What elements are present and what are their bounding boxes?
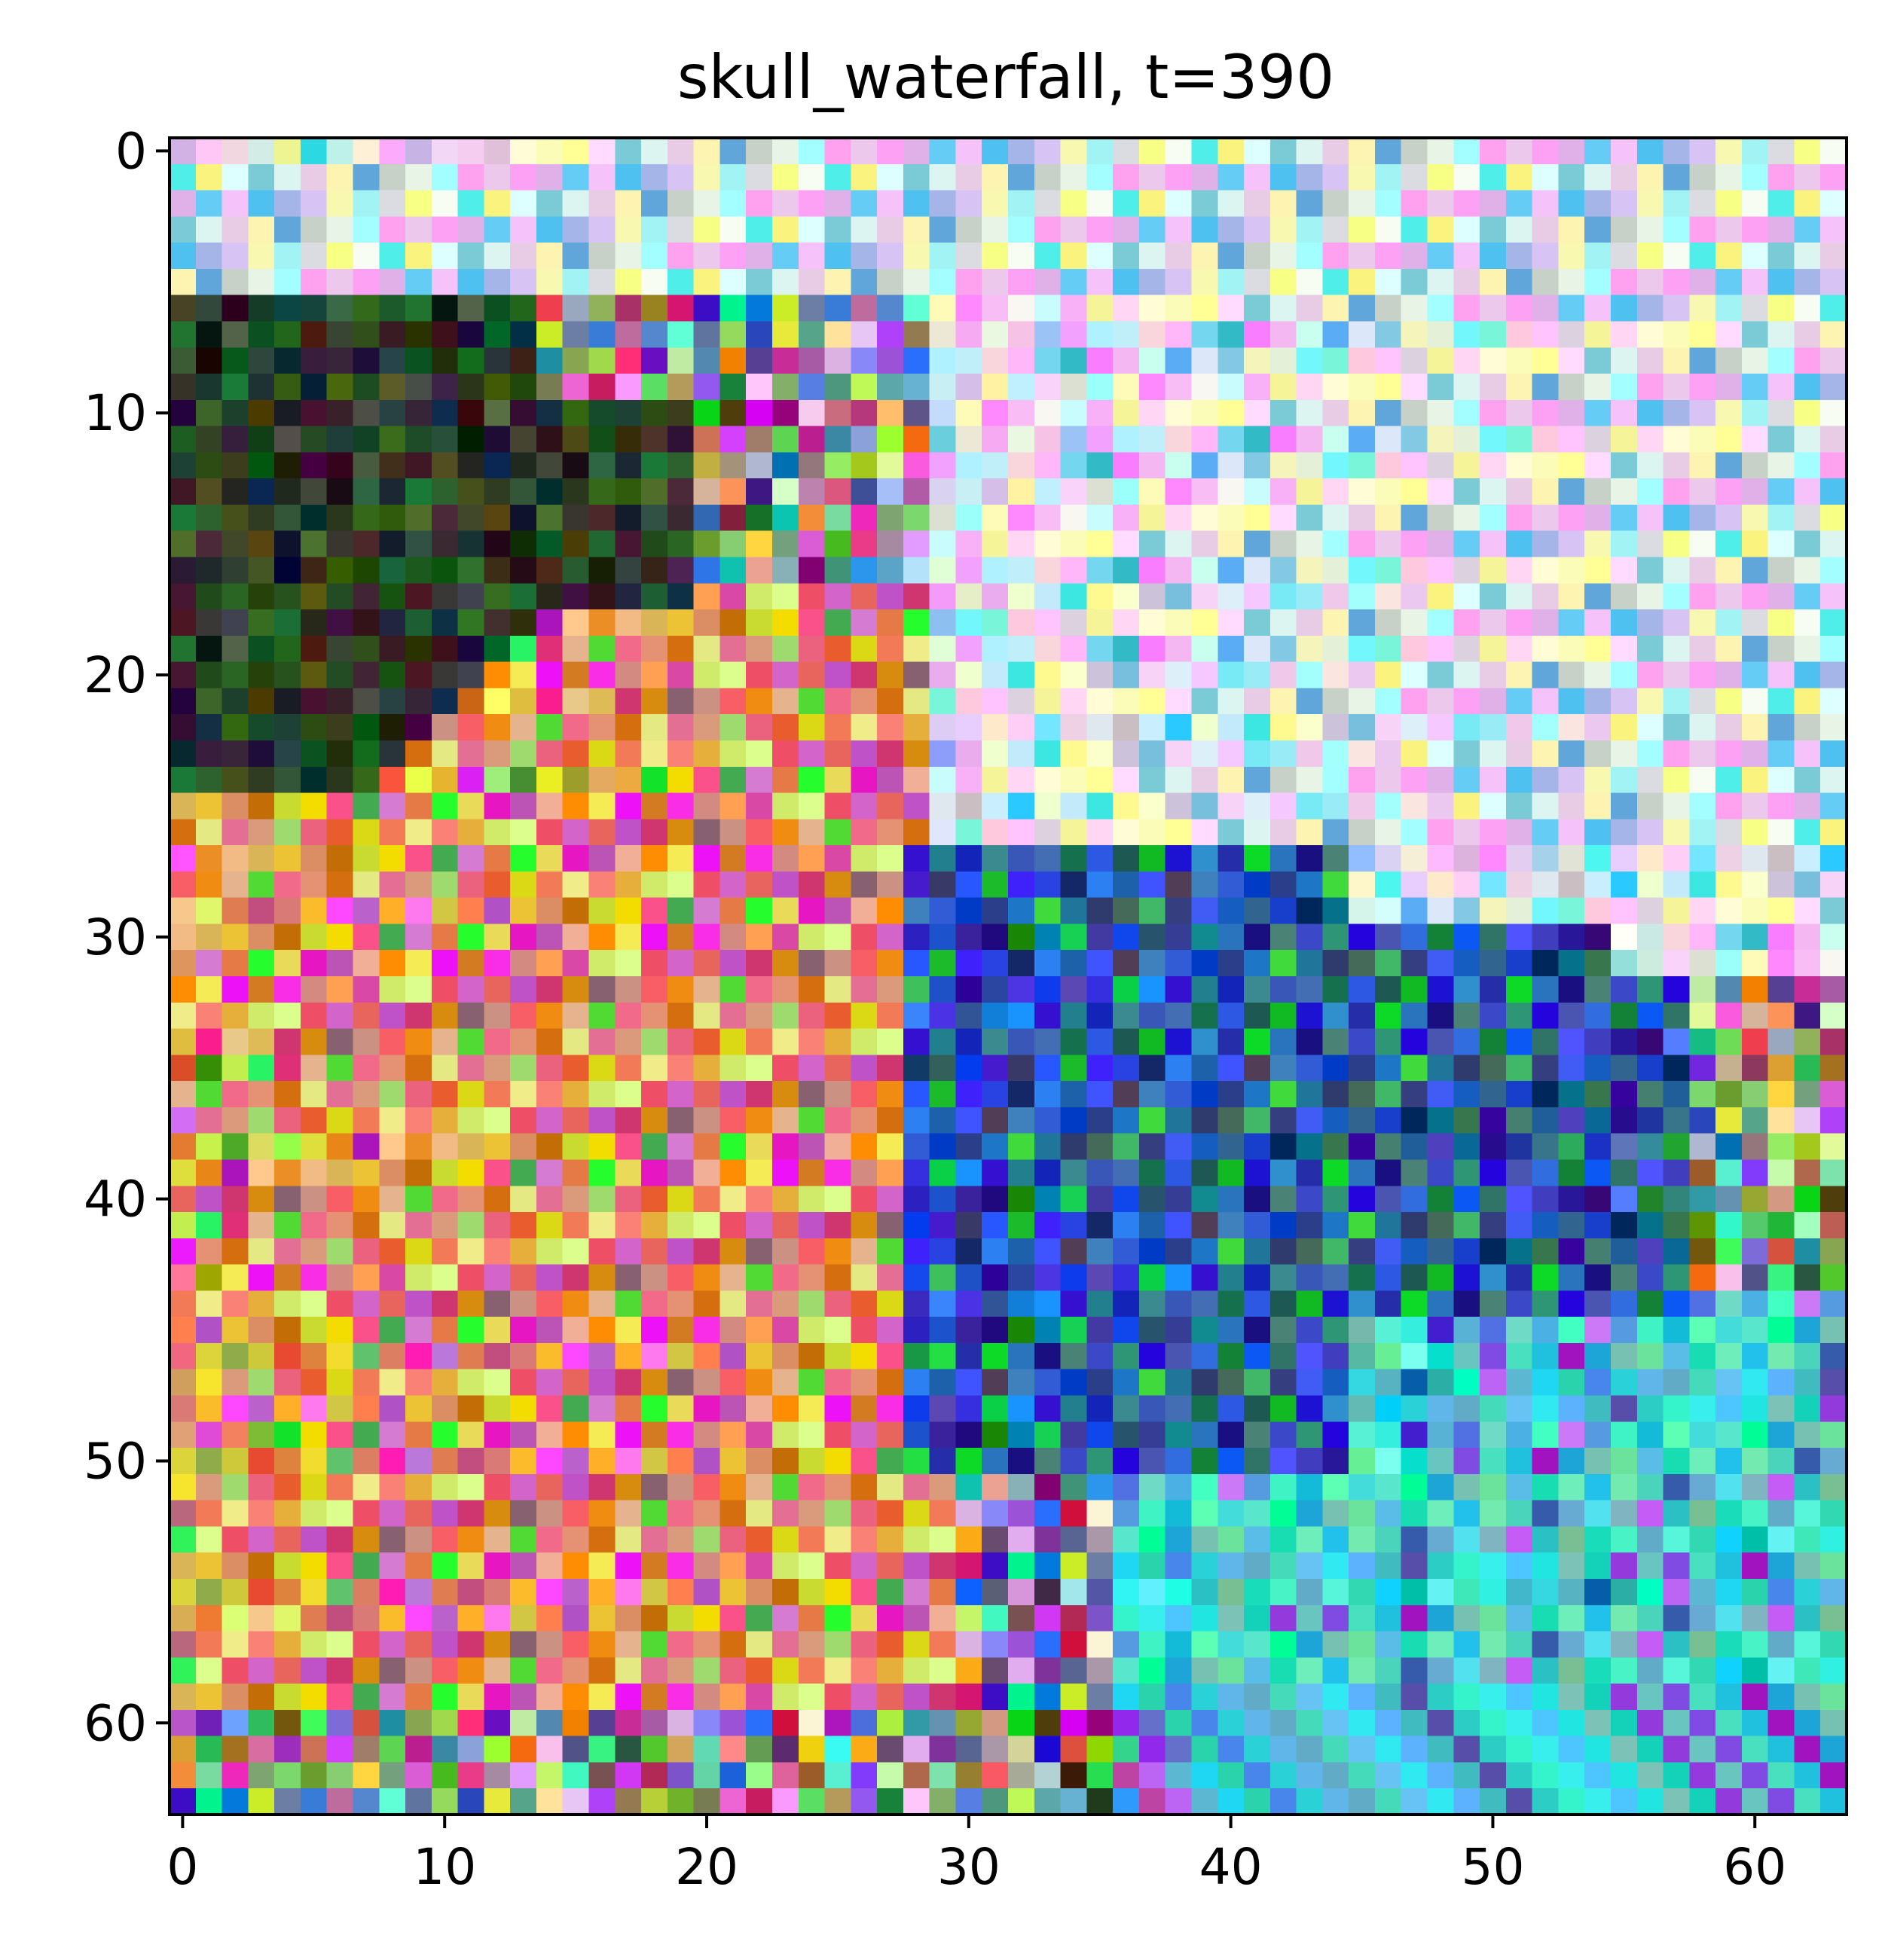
- x-tick-label: 20: [675, 1838, 738, 1896]
- x-tick-label: 50: [1461, 1838, 1524, 1896]
- chart-title: skull_waterfall, t=390: [677, 42, 1334, 112]
- y-tick-label: 60: [84, 1694, 147, 1752]
- axes-frame: [168, 136, 1848, 1816]
- y-tick-label: 20: [84, 646, 147, 704]
- y-tick-label: 10: [84, 384, 147, 442]
- y-tick-label: 0: [115, 122, 147, 180]
- y-tick-label: 40: [84, 1171, 147, 1229]
- y-axis: 0 10 20 30 40 50 60: [84, 122, 170, 1752]
- y-tick-label: 50: [84, 1432, 147, 1490]
- x-tick-label: 60: [1723, 1838, 1786, 1896]
- x-tick-label: 40: [1199, 1838, 1263, 1896]
- x-tick-label: 30: [937, 1838, 1001, 1896]
- x-tick-label: 10: [413, 1838, 476, 1896]
- pixel-grid: [170, 138, 1847, 1815]
- x-tick-label: 0: [167, 1838, 198, 1896]
- y-tick-label: 30: [84, 908, 147, 966]
- x-axis: 0 10 20 30 40 50 60: [167, 1815, 1786, 1896]
- pixel-image: [170, 138, 1847, 1815]
